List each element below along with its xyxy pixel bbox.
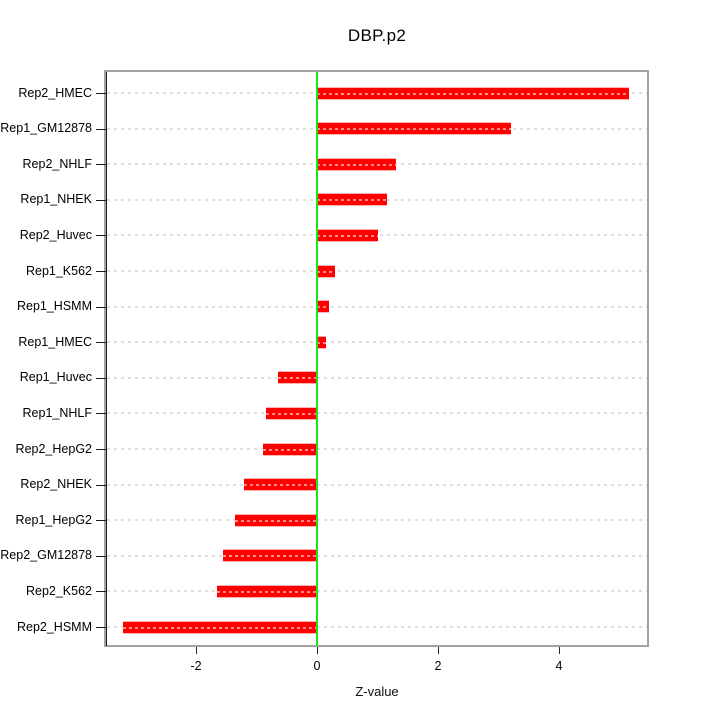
grid-line	[107, 626, 647, 628]
y-tick-mark	[96, 556, 106, 557]
bar-rep2_hepg2	[263, 444, 317, 455]
y-tick-label: Rep1_NHLF	[22, 406, 92, 420]
x-tick-mark	[196, 647, 197, 654]
bar-rep2_nhek	[244, 479, 317, 490]
y-tick-label: Rep2_HSMM	[16, 620, 92, 634]
y-tick-label: Rep1_Huvec	[19, 370, 92, 384]
grid-line	[107, 590, 647, 593]
bar-rep1_huvec	[278, 372, 317, 383]
bar-rep2_k562	[217, 586, 317, 597]
grid-line	[107, 448, 647, 450]
y-tick-mark	[96, 520, 106, 521]
y-tick-mark	[96, 271, 106, 272]
y-tick-mark	[96, 378, 106, 379]
bar-rep2_gm12878	[223, 550, 317, 561]
bar-rep1_k562	[317, 266, 335, 277]
grid-line	[107, 341, 647, 344]
y-tick-label: Rep2_NHEK	[20, 477, 92, 491]
bar-rep1_hepg2	[235, 515, 317, 526]
y-tick-label: Rep1_GM12878	[0, 121, 92, 135]
y-tick-label: Rep1_NHEK	[20, 192, 92, 206]
bar-rep2_hsmm	[123, 622, 317, 633]
y-tick-mark	[96, 591, 106, 592]
x-tick-mark	[559, 647, 560, 654]
bar-rep2_nhlf	[317, 159, 396, 170]
y-tick-mark	[96, 93, 106, 94]
y-tick-label: Rep1_HMEC	[18, 335, 92, 349]
x-tick-mark	[317, 647, 318, 654]
y-tick-mark	[96, 449, 106, 450]
grid-line	[107, 412, 647, 415]
bar-rep2_huvec	[317, 230, 378, 241]
y-tick-mark	[96, 413, 106, 414]
y-tick-label: Rep2_GM12878	[0, 548, 92, 562]
bar-rep1_nhek	[317, 194, 387, 205]
zero-line	[316, 72, 318, 646]
chart-title: DBP.p2	[347, 26, 407, 45]
y-tick-mark	[96, 129, 106, 130]
x-tick-label: -2	[190, 659, 202, 673]
grid-line	[107, 376, 647, 379]
x-axis-label: Z-value	[355, 684, 399, 699]
y-tick-label: Rep2_Huvec	[19, 228, 92, 242]
grid-line	[107, 483, 647, 486]
y-tick-mark	[96, 200, 106, 201]
y-tick-label: Rep1_HepG2	[15, 513, 92, 527]
y-tick-mark	[96, 164, 106, 165]
x-tick-label: 2	[434, 659, 442, 673]
bar-rep1_hsmm	[317, 301, 329, 312]
y-axis-line	[106, 72, 107, 646]
y-tick-mark	[96, 307, 106, 308]
y-tick-label: Rep2_HepG2	[15, 442, 92, 456]
bar-rep1_gm12878	[317, 123, 511, 134]
x-tick-label: 4	[555, 659, 563, 673]
x-tick-label: 0	[313, 659, 321, 673]
grid-line	[107, 305, 647, 308]
y-tick-label: Rep1_HSMM	[16, 299, 92, 313]
grid-line	[107, 270, 647, 272]
bar-rep1_hmec	[317, 337, 326, 348]
bar-rep2_hmec	[317, 88, 629, 99]
y-tick-mark	[96, 485, 106, 486]
bar-rep1_nhlf	[266, 408, 317, 419]
grid-line	[107, 519, 647, 522]
y-tick-mark	[96, 235, 106, 236]
grid-line	[107, 554, 647, 557]
y-tick-mark	[96, 342, 106, 343]
y-tick-label: Rep1_K562	[25, 264, 92, 278]
y-tick-label: Rep2_HMEC	[18, 86, 92, 100]
y-tick-mark	[96, 627, 106, 628]
x-tick-mark	[438, 647, 439, 654]
y-tick-label: Rep2_NHLF	[22, 157, 92, 171]
y-tick-label: Rep2_K562	[25, 584, 92, 598]
plot-area	[104, 70, 649, 647]
